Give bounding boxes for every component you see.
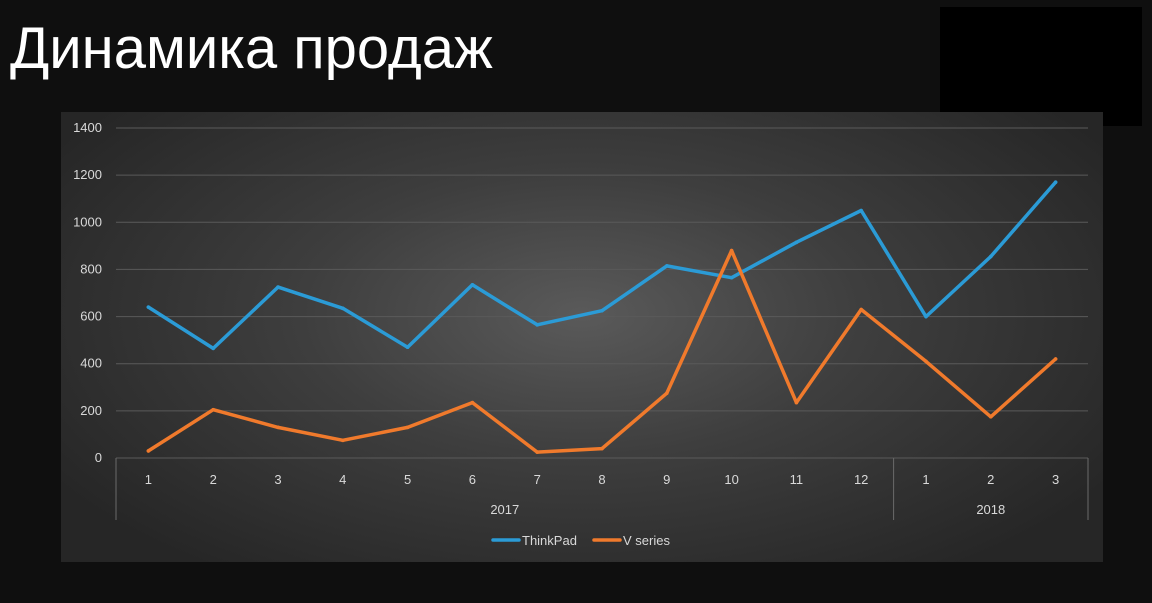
- x-tick-label: 10: [724, 472, 738, 487]
- x-tick-label: 9: [663, 472, 670, 487]
- x-tick-label: 2: [987, 472, 994, 487]
- x-tick-label: 1: [922, 472, 929, 487]
- data-point: [989, 254, 993, 259]
- y-tick-label: 1400: [73, 120, 102, 135]
- data-point: [859, 208, 863, 213]
- data-point: [211, 346, 215, 351]
- x-tick-label: 2: [210, 472, 217, 487]
- series-line-v-series: [146, 248, 1058, 454]
- x-tick-label: 5: [404, 472, 411, 487]
- data-point: [405, 345, 410, 350]
- data-point: [665, 264, 669, 268]
- data-point: [1053, 180, 1058, 185]
- data-point: [211, 407, 215, 412]
- data-point: [470, 400, 475, 405]
- y-tick-label: 1200: [73, 167, 102, 182]
- x-tick-label: 8: [598, 472, 605, 487]
- x-tick-label: 4: [339, 472, 346, 487]
- y-tick-label: 1000: [73, 214, 102, 229]
- data-point: [405, 425, 410, 430]
- data-point: [794, 400, 799, 405]
- data-point: [924, 359, 928, 364]
- data-point: [924, 314, 928, 319]
- data-point: [341, 306, 345, 311]
- data-point: [276, 425, 280, 430]
- data-point: [600, 446, 604, 451]
- data-point: [470, 282, 475, 287]
- data-point: [1053, 357, 1058, 361]
- x-tick-label: 6: [469, 472, 476, 487]
- data-point: [535, 450, 539, 454]
- data-point: [729, 248, 734, 253]
- x-tick-label: 7: [534, 472, 541, 487]
- data-point: [146, 305, 151, 309]
- chart-area: 0 200 400 600 800 1000 1200 1400 1 2 3 4 5 6 7 8 9 10 11 12…: [61, 112, 1103, 562]
- x-group-label: 2018: [976, 502, 1005, 517]
- y-tick-label: 400: [80, 356, 102, 371]
- data-point: [989, 414, 993, 419]
- data-point: [665, 391, 669, 395]
- data-point: [535, 323, 539, 327]
- data-point: [600, 308, 604, 313]
- x-tick-label: 3: [1052, 472, 1059, 487]
- legend-label: ThinkPad: [522, 533, 577, 548]
- x-tick-label: 3: [274, 472, 281, 487]
- slide-title: Динамика продаж: [10, 16, 493, 81]
- y-tick-label: 600: [80, 309, 102, 324]
- y-tick-label: 0: [95, 450, 102, 465]
- data-point: [146, 449, 151, 453]
- series-line-thinkpad: [146, 180, 1058, 351]
- y-tick-label: 200: [80, 403, 102, 418]
- x-tick-label: 12: [854, 472, 868, 487]
- data-point: [276, 285, 280, 289]
- x-tick-label: 1: [145, 472, 152, 487]
- data-point: [794, 240, 799, 245]
- black-placeholder-box: [940, 7, 1142, 126]
- legend-label: V series: [623, 533, 670, 548]
- x-tick-label: 11: [790, 472, 804, 487]
- data-point: [341, 438, 345, 443]
- y-tick-label: 800: [80, 261, 102, 276]
- data-point: [859, 307, 863, 312]
- x-group-label: 2017: [490, 502, 519, 517]
- data-point: [729, 275, 734, 280]
